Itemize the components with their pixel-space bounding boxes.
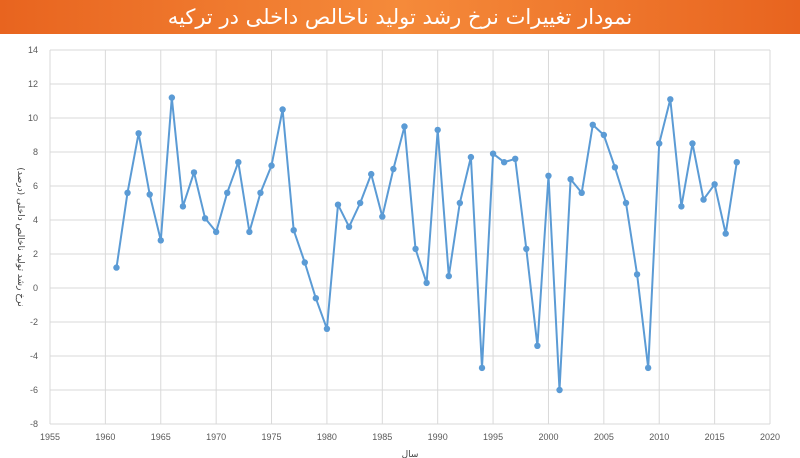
data-point xyxy=(334,201,342,208)
x-tick-label: 1975 xyxy=(262,432,282,442)
x-tick-label: 1960 xyxy=(95,432,115,442)
data-point xyxy=(124,189,131,196)
x-tick-label: 1970 xyxy=(206,432,226,442)
data-point xyxy=(500,159,508,166)
data-point xyxy=(656,140,663,147)
y-tick-label: 4 xyxy=(33,215,38,225)
x-tick-label: 2005 xyxy=(594,432,614,442)
page-title: نمودار تغییرات نرخ رشد تولید ناخالص داخل… xyxy=(167,5,633,29)
data-point xyxy=(179,203,187,210)
data-point xyxy=(146,191,153,198)
x-tick-label: 1990 xyxy=(428,432,448,442)
y-tick-label: 10 xyxy=(28,113,38,123)
data-point xyxy=(633,271,641,278)
data-point xyxy=(113,264,120,271)
x-tick-label: 1995 xyxy=(483,432,503,442)
data-point xyxy=(733,159,740,166)
data-point xyxy=(235,159,242,166)
data-point xyxy=(201,215,209,222)
x-tick-label: 1980 xyxy=(317,432,337,442)
data-point xyxy=(279,106,286,113)
y-tick-label: -4 xyxy=(30,351,38,361)
y-tick-label: 2 xyxy=(33,249,38,259)
y-tick-label: 0 xyxy=(33,283,38,293)
data-point xyxy=(301,259,308,266)
title-banner: نمودار تغییرات نرخ رشد تولید ناخالص داخل… xyxy=(0,0,800,34)
x-tick-label: 2015 xyxy=(705,432,725,442)
data-point xyxy=(644,364,652,372)
data-point xyxy=(722,230,729,237)
data-point xyxy=(268,162,275,169)
data-point xyxy=(611,164,619,171)
x-tick-label: 2020 xyxy=(760,432,780,442)
data-point xyxy=(456,199,464,207)
data-point xyxy=(190,169,198,176)
data-point xyxy=(622,199,630,207)
data-point xyxy=(578,189,585,196)
y-tick-label: -8 xyxy=(30,419,38,429)
y-tick-label: 14 xyxy=(28,45,38,55)
data-point xyxy=(224,189,231,196)
data-point xyxy=(445,272,452,280)
data-point xyxy=(356,199,364,207)
y-tick-label: -6 xyxy=(30,385,38,395)
x-tick-label: 1965 xyxy=(151,432,171,442)
data-point xyxy=(467,153,475,161)
data-point xyxy=(379,213,386,220)
data-point xyxy=(556,386,563,394)
data-point xyxy=(523,245,530,253)
data-point xyxy=(667,96,674,103)
data-point xyxy=(401,123,408,130)
grid-layer xyxy=(49,49,771,425)
data-point xyxy=(534,342,541,349)
axis-layer: -8 -6 -4 -2 0 2 4 6 8 10 12 14 1955 1960 1965 1970 1975 1… xyxy=(28,45,780,442)
data-point xyxy=(711,181,718,188)
y-tick-label: -2 xyxy=(30,317,38,327)
data-point xyxy=(600,131,608,139)
x-tick-label: 2010 xyxy=(649,432,669,442)
x-tick-label: 2000 xyxy=(538,432,558,442)
data-point xyxy=(412,245,419,253)
data-point xyxy=(212,228,220,236)
data-point xyxy=(700,196,707,203)
data-point xyxy=(689,140,696,147)
y-axis-label: نرخ رشد تولید ناخالص داخلی (درصد) xyxy=(15,167,25,306)
data-point xyxy=(423,279,430,287)
y-tick-label: 12 xyxy=(28,79,38,89)
data-point xyxy=(589,121,596,128)
data-point xyxy=(323,325,331,332)
data-point xyxy=(489,150,497,157)
series-line xyxy=(115,96,738,391)
data-point xyxy=(678,203,685,210)
data-point xyxy=(390,165,397,173)
x-axis-label: سال xyxy=(402,450,419,458)
x-tick-label: 1955 xyxy=(40,432,60,442)
data-point xyxy=(345,223,353,230)
data-point xyxy=(567,176,574,183)
data-point xyxy=(135,130,142,137)
x-tick-label: 1985 xyxy=(372,432,392,442)
data-point xyxy=(168,94,176,101)
data-point xyxy=(368,170,375,178)
data-point xyxy=(312,295,320,302)
data-point xyxy=(157,237,164,244)
line-chart: -8 -6 -4 -2 0 2 4 6 8 10 12 14 1955 1960 1965 1970 1975 1… xyxy=(15,45,780,458)
data-point xyxy=(290,227,297,234)
data-point xyxy=(434,126,441,134)
y-tick-label: 6 xyxy=(33,181,38,191)
y-tick-label: 8 xyxy=(33,147,38,157)
series-layer xyxy=(113,94,740,394)
data-point xyxy=(545,172,552,179)
data-point xyxy=(257,189,264,196)
data-point xyxy=(478,364,486,372)
data-point xyxy=(246,228,253,236)
data-point xyxy=(512,155,519,162)
